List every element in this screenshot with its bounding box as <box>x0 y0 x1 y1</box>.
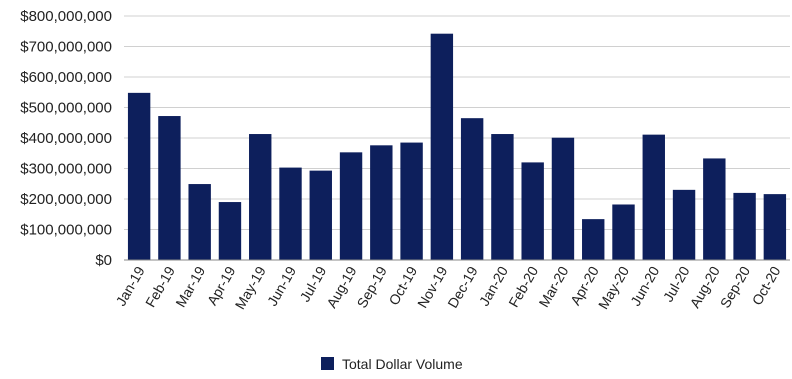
bar-jun-19 <box>279 167 302 260</box>
bar-dec-19 <box>460 118 484 260</box>
bar-oct-20 <box>763 194 787 260</box>
bar-apr-19 <box>218 202 242 260</box>
legend: Total Dollar Volume <box>321 356 463 372</box>
legend-swatch <box>321 357 334 370</box>
bar-may-19 <box>249 134 272 260</box>
bar-jun-20 <box>642 134 665 260</box>
y-tick-label: $400,000,000 <box>20 130 112 147</box>
bar-jul-20 <box>672 189 696 260</box>
x-tick-label: Oct-20 <box>749 263 784 308</box>
bar-aug-19 <box>339 152 363 260</box>
bar-jul-19 <box>309 170 332 260</box>
x-tick-label: Sep-19 <box>353 263 390 310</box>
y-tick-label: $0 <box>95 252 112 269</box>
x-tick-label: May-20 <box>595 263 632 312</box>
y-tick-label: $300,000,000 <box>20 161 112 178</box>
x-tick-label: Mar-19 <box>172 263 208 310</box>
x-tick-label: Sep-20 <box>717 263 754 310</box>
bar-mar-20 <box>551 137 575 260</box>
bar-oct-19 <box>400 142 423 260</box>
y-tick-label: $800,000,000 <box>20 8 112 25</box>
bar-sep-20 <box>733 192 756 260</box>
y-tick-label: $100,000,000 <box>20 222 112 239</box>
bar-sep-19 <box>370 145 393 260</box>
bar-jan-20 <box>491 134 514 260</box>
x-tick-label: Jul-19 <box>296 263 329 304</box>
x-tick-label: Jun-19 <box>264 263 299 308</box>
y-axis-tick-labels: $0 $100,000,000 $200,000,000 $300,000,000 $4… <box>20 8 112 269</box>
bar-apr-20 <box>582 219 605 260</box>
x-tick-label: Dec-19 <box>444 263 481 310</box>
bar-feb-19 <box>158 116 181 260</box>
x-tick-label: May-19 <box>232 263 269 312</box>
x-axis-tick-labels: Jan-19Feb-19Mar-19Apr-19May-19Jun-19Jul-… <box>112 263 783 312</box>
bar-may-20 <box>612 204 635 260</box>
gridlines <box>124 15 790 230</box>
x-tick-label: Jul-20 <box>660 263 693 304</box>
bar-mar-19 <box>188 184 211 260</box>
bar-feb-20 <box>521 162 544 260</box>
x-tick-label: Mar-20 <box>536 263 572 310</box>
y-tick-label: $500,000,000 <box>20 100 112 117</box>
x-tick-label: Jun-20 <box>627 263 662 308</box>
bars <box>127 33 787 260</box>
y-tick-label: $700,000,000 <box>20 39 112 56</box>
y-tick-label: $600,000,000 <box>20 69 112 86</box>
y-tick-label: $200,000,000 <box>20 191 112 208</box>
bar-jan-19 <box>127 92 151 260</box>
bar-aug-20 <box>703 158 726 260</box>
bar-nov-19 <box>430 33 454 260</box>
legend-label: Total Dollar Volume <box>342 356 463 372</box>
